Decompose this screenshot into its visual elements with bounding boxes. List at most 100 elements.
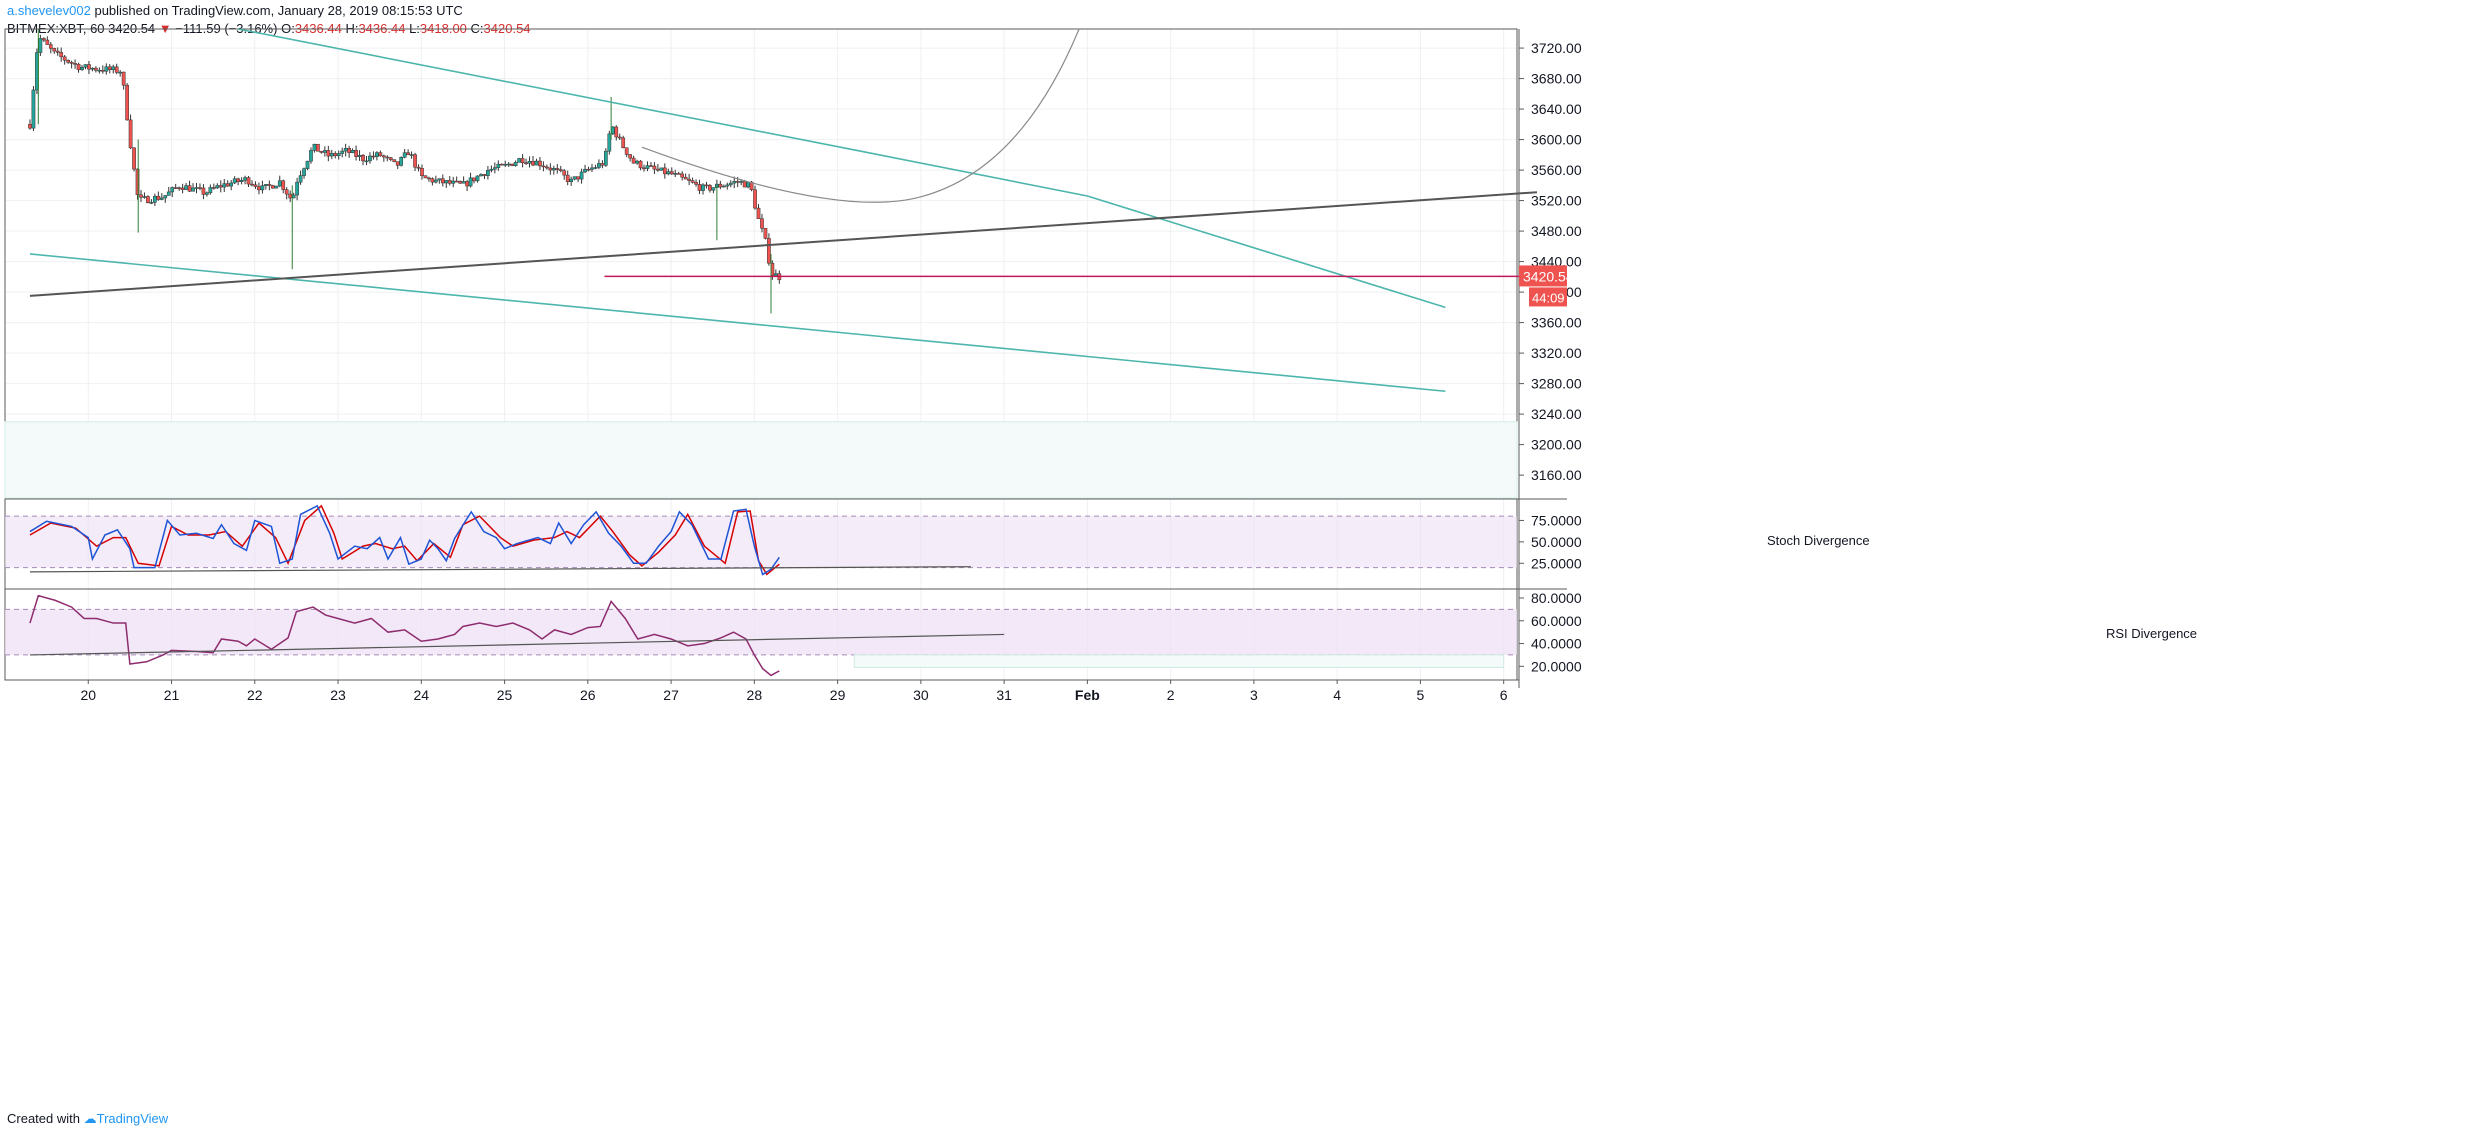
candle-body bbox=[357, 154, 362, 157]
rsi-tick-label: 80.0000 bbox=[1531, 590, 1582, 606]
time-tick-label: 24 bbox=[414, 687, 430, 703]
candle-body bbox=[496, 163, 501, 168]
rsi-zone bbox=[853, 654, 1505, 668]
candle-body bbox=[392, 159, 397, 162]
candle-body bbox=[38, 38, 43, 53]
candle-body bbox=[569, 178, 574, 182]
candle-body bbox=[104, 66, 109, 72]
candle-body bbox=[94, 67, 98, 71]
axes: 3720.003680.003640.003600.003560.003520.… bbox=[80, 40, 1581, 703]
candle-body bbox=[673, 173, 678, 175]
candle-body bbox=[704, 184, 709, 187]
candle-body bbox=[531, 161, 535, 166]
candle-body bbox=[180, 187, 185, 190]
candle-body bbox=[756, 207, 761, 219]
candle-body bbox=[132, 147, 136, 170]
candle-body bbox=[690, 180, 695, 183]
candle-body bbox=[211, 187, 216, 189]
candle-body bbox=[284, 189, 289, 195]
candle-body bbox=[763, 228, 768, 239]
price-tick-label: 3160.00 bbox=[1531, 467, 1582, 483]
candle-body bbox=[624, 147, 629, 155]
time-tick-label: 23 bbox=[330, 687, 346, 703]
candle-body bbox=[416, 166, 421, 169]
candle-body bbox=[90, 67, 95, 70]
candle-body bbox=[340, 150, 345, 154]
candle-body bbox=[472, 177, 476, 182]
countdown-tag-label: 44:09 bbox=[1532, 290, 1565, 305]
candle-body bbox=[170, 187, 175, 193]
candle-body bbox=[225, 183, 230, 187]
time-tick-label: 30 bbox=[913, 687, 929, 703]
price-pane[interactable] bbox=[4, 28, 1538, 499]
time-tick-label: 28 bbox=[747, 687, 763, 703]
candle-body bbox=[676, 173, 681, 175]
candle-body bbox=[572, 176, 577, 180]
channel-line bbox=[29, 253, 1446, 393]
candle-body bbox=[66, 59, 70, 63]
candle-body bbox=[378, 152, 383, 157]
candle-body bbox=[187, 185, 192, 192]
candle-body bbox=[184, 185, 188, 190]
author-link[interactable]: a.shevelev002 bbox=[7, 3, 91, 18]
candle-body bbox=[728, 182, 733, 186]
candle-body bbox=[489, 168, 494, 171]
candle-body bbox=[135, 168, 140, 196]
candle-body bbox=[541, 165, 546, 168]
candle-body bbox=[621, 137, 626, 148]
candle-body bbox=[614, 126, 619, 138]
rsi-tick-label: 20.0000 bbox=[1531, 658, 1582, 674]
candle-body bbox=[312, 143, 317, 151]
candle-body bbox=[69, 62, 74, 64]
candle-body bbox=[326, 150, 331, 157]
time-tick-label: 6 bbox=[1500, 687, 1508, 703]
last-price-tag bbox=[1519, 265, 1567, 287]
candle-body bbox=[76, 63, 81, 71]
candle-body bbox=[395, 161, 400, 166]
price-tick-label: 3640.00 bbox=[1531, 101, 1582, 117]
chart-frame bbox=[4, 28, 1518, 681]
candle-body bbox=[257, 186, 261, 191]
candle-body bbox=[153, 195, 157, 203]
candle-body bbox=[697, 184, 702, 191]
candle-body bbox=[309, 150, 313, 162]
candle-body bbox=[73, 63, 77, 65]
stoch-pane[interactable]: Stoch Divergence bbox=[5, 504, 1870, 576]
candle-body bbox=[409, 154, 414, 156]
candle-body bbox=[177, 187, 182, 189]
candle-body bbox=[628, 154, 632, 159]
time-tick-label: 2 bbox=[1167, 687, 1175, 703]
candle-body bbox=[631, 157, 636, 164]
candle-body bbox=[510, 163, 515, 166]
candle-body bbox=[694, 182, 698, 185]
candle-body bbox=[760, 218, 764, 229]
rsi-pane[interactable]: RSI Divergence bbox=[5, 594, 2197, 677]
candle-body bbox=[492, 167, 497, 170]
candle-body bbox=[52, 48, 57, 52]
candle-body bbox=[385, 156, 390, 159]
candle-body bbox=[562, 170, 567, 176]
candle-body bbox=[250, 183, 254, 186]
candle-body bbox=[434, 179, 438, 183]
candle-body bbox=[721, 185, 726, 188]
candles bbox=[28, 29, 782, 314]
candle-body bbox=[635, 160, 639, 164]
candle-body bbox=[687, 178, 691, 181]
candle-body bbox=[538, 160, 542, 167]
candle-body bbox=[118, 71, 123, 74]
candle-body bbox=[454, 180, 459, 183]
candle-body bbox=[350, 150, 355, 154]
candle-body bbox=[128, 119, 133, 149]
candle-body bbox=[718, 183, 723, 188]
time-tick-label: 3 bbox=[1250, 687, 1258, 703]
price-tick-label: 3320.00 bbox=[1531, 345, 1582, 361]
candle-body bbox=[298, 175, 303, 183]
candle-body bbox=[406, 152, 410, 156]
time-tick-label: 26 bbox=[580, 687, 596, 703]
candle-body bbox=[437, 178, 442, 181]
candle-body bbox=[402, 152, 407, 158]
candle-body bbox=[610, 126, 615, 135]
candle-body bbox=[194, 187, 199, 189]
tradingview-link[interactable]: TradingView bbox=[96, 1111, 169, 1126]
